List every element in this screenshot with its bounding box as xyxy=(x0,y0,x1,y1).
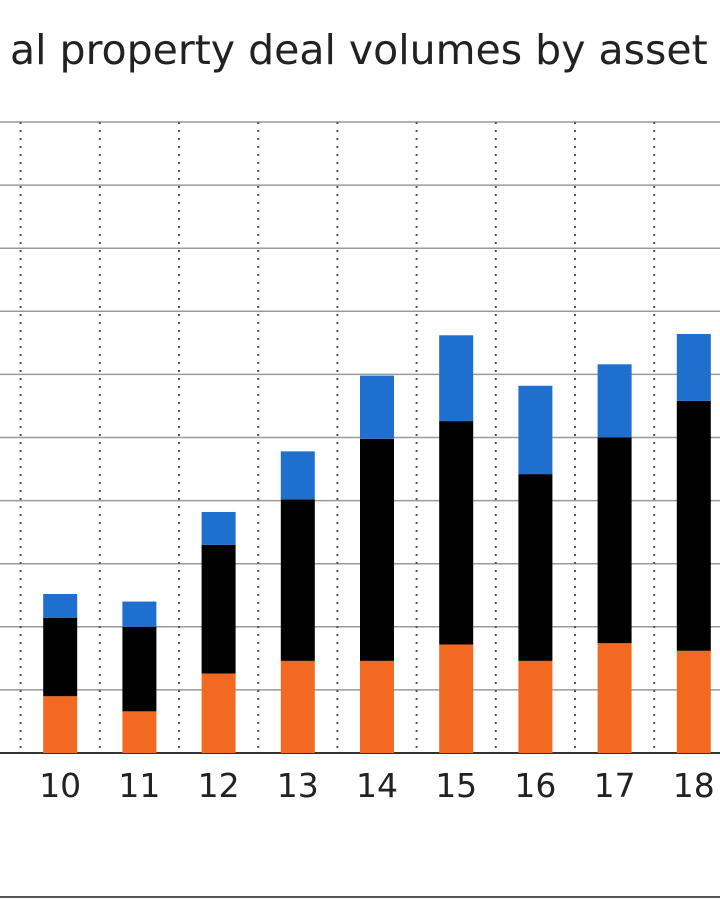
x-tick-label: 14 xyxy=(356,766,398,805)
x-axis-tick-labels: 9101112131415161718 xyxy=(39,766,715,805)
bar-segment-15-series-2 xyxy=(439,421,474,645)
x-tick-label: 17 xyxy=(594,766,636,805)
bar-segment-10-series-1 xyxy=(43,696,78,753)
x-tick-label: 10 xyxy=(39,766,81,805)
bar-segment-17-series-1 xyxy=(597,643,632,753)
bar-segment-16-series-3 xyxy=(518,385,553,475)
x-tick-label: 12 xyxy=(198,766,240,805)
x-tick-label: 11 xyxy=(118,766,160,805)
x-tick-label: 16 xyxy=(514,766,556,805)
bar-segment-10-series-3 xyxy=(43,593,78,618)
bar-segment-16-series-2 xyxy=(518,474,553,661)
bar-segment-13-series-2 xyxy=(280,499,315,661)
bar-segment-13-series-3 xyxy=(280,451,315,500)
bar-segment-17-series-3 xyxy=(597,364,632,438)
bar-segment-11-series-3 xyxy=(122,601,157,627)
x-tick-label: 13 xyxy=(277,766,319,805)
bar-segment-14-series-1 xyxy=(360,660,394,753)
bar-segment-18-series-3 xyxy=(676,334,711,401)
bar-segment-13-series-1 xyxy=(280,660,315,753)
bar-segment-18-series-2 xyxy=(676,400,711,651)
bar-segment-11-series-2 xyxy=(122,626,157,712)
bar-segment-16-series-1 xyxy=(518,660,553,753)
bar-segment-15-series-1 xyxy=(439,644,474,753)
bar-segment-12-series-1 xyxy=(201,673,236,753)
chart-title: al property deal volumes by asset t xyxy=(10,26,720,74)
bar-segment-10-series-2 xyxy=(43,617,78,697)
x-tick-label: 18 xyxy=(673,766,715,805)
bar-segment-17-series-2 xyxy=(597,437,632,644)
bar-segment-11-series-1 xyxy=(122,711,157,753)
bar-segment-15-series-3 xyxy=(439,335,474,422)
chart-bars xyxy=(43,334,711,753)
bar-segment-18-series-1 xyxy=(676,650,711,753)
x-tick-label: 15 xyxy=(435,766,477,805)
bar-segment-14-series-3 xyxy=(360,375,394,439)
bar-segment-12-series-2 xyxy=(201,544,236,674)
bar-segment-14-series-2 xyxy=(360,438,394,661)
bar-segment-12-series-3 xyxy=(201,511,236,545)
